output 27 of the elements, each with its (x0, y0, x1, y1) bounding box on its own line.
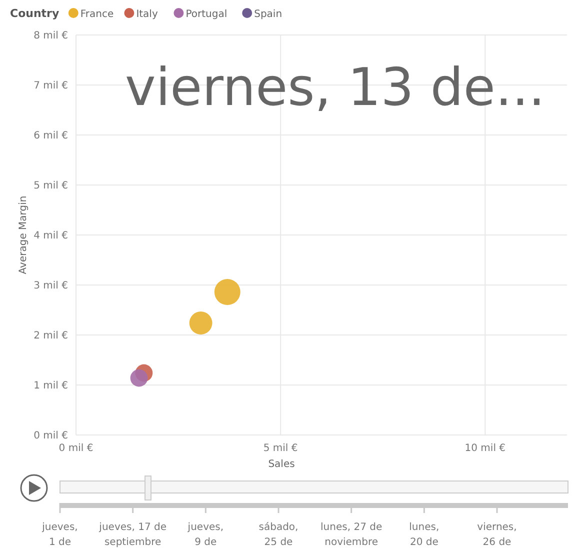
text: lunes, 27 de noviembre (320, 522, 382, 548)
legend-label: France (80, 9, 114, 20)
y-tick-label: 1 mil € (34, 380, 68, 392)
text: jueves, 17 de septiembre (98, 522, 166, 548)
y-axis-title: Average Margin (18, 196, 29, 274)
x-tick-label: 10 mil € (464, 443, 506, 454)
text: sábado, 25 de (258, 522, 298, 548)
legend-label: Portugal (186, 9, 228, 20)
y-tick-label: 7 mil € (34, 80, 68, 92)
y-tick-label: 3 mil € (34, 280, 68, 292)
x-tick-label: 0 mil € (58, 443, 94, 454)
text: viernes, 26 de (477, 522, 517, 548)
y-tick-label: 0 mil € (34, 430, 68, 442)
text: jueves, 9 de (186, 522, 224, 548)
annotation: viernes, 13 de... (124, 58, 545, 118)
x-axis-title: Sales (268, 459, 295, 470)
text: jueves, 1 de (41, 522, 78, 548)
y-tick-label: 6 mil € (34, 130, 68, 142)
y-tick-label: 2 mil € (34, 330, 68, 342)
legend-label: Spain (254, 9, 282, 20)
legend-label: Italy (136, 9, 158, 20)
x-tick-label: 5 mil € (263, 443, 298, 454)
text: lunes, 20 de (409, 522, 440, 548)
y-tick-label: 5 mil € (34, 180, 68, 192)
legend-title: Country (10, 7, 60, 20)
y-tick-label: 8 mil € (34, 30, 68, 42)
y-tick-label: 4 mil € (34, 230, 68, 242)
